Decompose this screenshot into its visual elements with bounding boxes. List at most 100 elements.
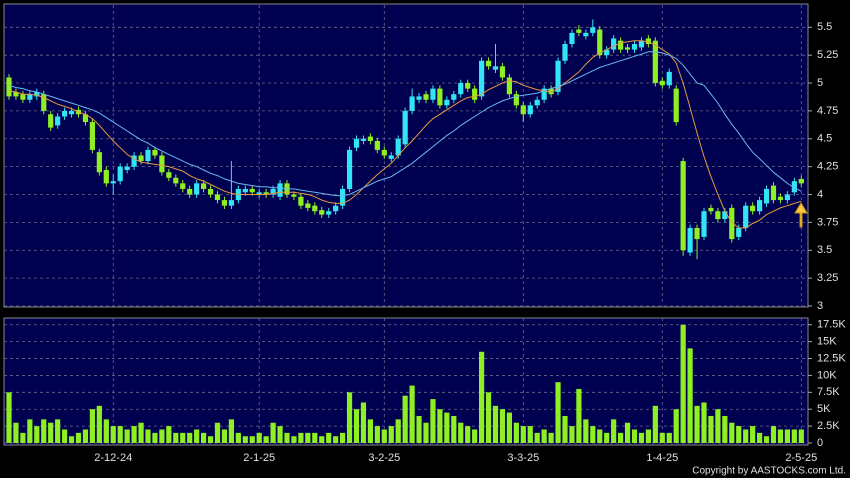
volume-bar: [784, 429, 790, 443]
volume-bar: [708, 415, 714, 443]
volume-bar: [367, 419, 373, 443]
candle-body: [340, 188, 346, 206]
candle-body: [687, 227, 693, 253]
y-tick-label: 3.75: [817, 216, 838, 228]
y-tick-label: 7.5K: [817, 386, 840, 398]
volume-bar: [305, 432, 311, 443]
candle-body: [555, 60, 561, 92]
arrow-marker: [794, 202, 808, 228]
volume-bar: [62, 429, 68, 443]
candle-body: [638, 40, 645, 48]
candle-body: [374, 141, 380, 150]
volume-bar: [680, 324, 686, 443]
candle-body: [117, 166, 123, 182]
volume-bar: [138, 422, 144, 443]
candle-body: [492, 66, 499, 70]
candle-body: [659, 80, 665, 86]
volume-bar: [715, 409, 721, 443]
volume-bar: [437, 409, 443, 443]
candle-body: [124, 166, 130, 170]
candle-body: [228, 200, 234, 206]
candle-body: [187, 188, 193, 195]
volume-bar: [395, 419, 401, 443]
candle-body: [263, 192, 269, 195]
candle-body: [395, 138, 401, 156]
volume-bar: [757, 432, 763, 443]
volume-bar: [701, 402, 707, 443]
candle-body: [576, 29, 582, 33]
volume-bar: [41, 419, 47, 443]
candle-body: [291, 194, 297, 197]
x-tick-label: 3-3-25: [507, 452, 539, 464]
y-tick-label: 5: [817, 77, 823, 89]
volume-bar: [319, 436, 325, 443]
candle-body: [743, 205, 749, 228]
volume-bar: [249, 436, 255, 443]
volume-bar: [583, 419, 589, 443]
candle-body: [360, 138, 367, 142]
candle-body: [89, 122, 95, 150]
y-tick-label: 5K: [817, 403, 831, 415]
candle-body: [777, 196, 784, 201]
candle-body: [798, 178, 804, 184]
candle-body: [346, 149, 353, 189]
candle-body: [736, 227, 742, 237]
candle-body: [416, 96, 422, 100]
volume-bar: [534, 432, 540, 443]
y-tick-label: 4.75: [817, 105, 838, 117]
volume-bar: [645, 429, 651, 443]
candle-body: [131, 155, 137, 167]
candle-body: [708, 207, 714, 212]
candle-body: [701, 211, 707, 237]
y-tick-label: 5.5: [817, 21, 832, 33]
volume-bar: [374, 426, 380, 443]
volume-bar: [173, 432, 179, 443]
candle-body: [103, 169, 109, 184]
candle-body: [757, 200, 763, 212]
volume-bar: [68, 436, 75, 443]
y-tick-label: 4: [817, 188, 823, 200]
candle-body: [437, 88, 443, 106]
candle-body: [506, 77, 512, 95]
candle-body: [465, 83, 471, 89]
volume-bar: [451, 415, 457, 443]
candle-body: [618, 40, 624, 50]
candle-body: [562, 44, 568, 61]
candle-body: [13, 91, 19, 97]
volume-bar: [201, 432, 207, 443]
volume-bar: [326, 432, 332, 443]
candle-body: [27, 94, 33, 100]
volume-bar: [729, 422, 735, 443]
candle-body: [527, 105, 533, 115]
volume-bar: [798, 429, 804, 443]
volume-bar: [388, 426, 394, 443]
moving-average-line: [8, 51, 802, 197]
y-tick-label: 4.5: [817, 133, 832, 145]
volume-bar: [541, 429, 547, 443]
volume-bar: [527, 426, 533, 443]
volume-bar: [465, 426, 471, 443]
candle-body: [34, 91, 40, 97]
volume-bar: [340, 432, 346, 443]
candle-body: [604, 49, 610, 56]
volume-bar: [194, 429, 200, 443]
candle-body: [242, 188, 248, 193]
volume-bar: [242, 436, 248, 443]
candle-body: [82, 114, 89, 123]
candle-body: [298, 196, 304, 206]
volume-bar: [472, 429, 478, 443]
volume-bar: [736, 426, 742, 443]
candle-body: [534, 99, 540, 106]
volume-bar: [235, 432, 241, 443]
volume-bar: [743, 429, 749, 443]
candle-body: [409, 96, 415, 111]
volume-bar: [103, 419, 109, 443]
candle-body: [590, 27, 596, 33]
y-tick-label: 3: [817, 300, 823, 312]
volume-bar: [485, 392, 492, 443]
volume-bar: [131, 426, 137, 443]
x-tick-label: 3-2-25: [368, 452, 400, 464]
candle-body: [41, 94, 47, 111]
